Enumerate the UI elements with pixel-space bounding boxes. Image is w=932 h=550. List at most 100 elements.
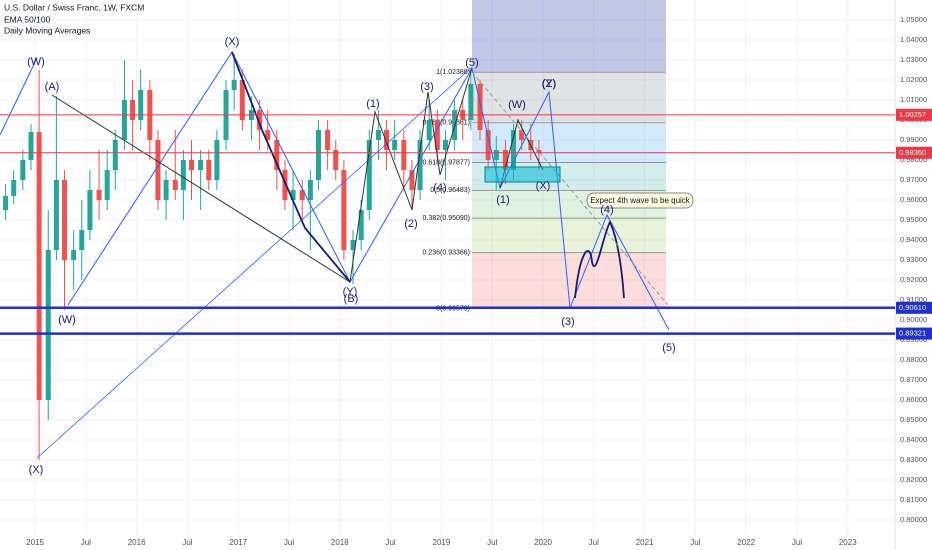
candle-body <box>198 160 204 170</box>
candle-body <box>358 210 364 240</box>
candle-body <box>401 140 407 170</box>
wave-label: (W) <box>58 314 76 326</box>
y-tick-label: 0.94000 <box>900 235 927 244</box>
y-tick-label: 0.86000 <box>900 395 927 404</box>
y-tick-label: 1.05000 <box>900 15 927 24</box>
y-tick-label: 0.90000 <box>900 315 927 324</box>
wave-label: (3) <box>561 316 574 328</box>
fib-label: 0.382(0.95090) <box>423 215 470 222</box>
candle-body <box>112 140 118 170</box>
wave-line <box>0 57 38 136</box>
wave-line <box>349 67 473 283</box>
y-tick-label: 0.85000 <box>900 415 927 424</box>
candle-body <box>214 140 220 180</box>
wave-label: (Y) <box>542 78 557 90</box>
fib-band <box>472 218 666 253</box>
wave-label: (B) <box>344 293 359 305</box>
candle-body <box>155 140 161 200</box>
y-tick-label: 0.92000 <box>900 275 927 284</box>
candle-body <box>409 170 415 190</box>
y-tick-label: 0.80000 <box>900 515 927 524</box>
candle-body <box>36 132 42 400</box>
candle-body <box>350 240 356 250</box>
indicator-label: EMA 50/100 <box>4 14 51 24</box>
projection-box <box>472 0 666 73</box>
fib-band <box>472 72 666 123</box>
x-tick-label: 2017 <box>229 538 247 547</box>
x-tick-label: Jul <box>284 538 294 547</box>
candle-body <box>536 150 542 153</box>
candle-body <box>282 170 288 200</box>
y-tick-label: 0.97000 <box>900 175 927 184</box>
candle-body <box>468 84 474 120</box>
y-tick-label: 0.98000 <box>900 155 927 164</box>
x-tick-label: Jul <box>487 538 497 547</box>
candle-body <box>121 100 127 140</box>
x-tick-label: Jul <box>792 538 802 547</box>
candle-body <box>11 180 17 196</box>
wave-label: (A) <box>45 81 60 93</box>
candle-body <box>485 130 491 160</box>
x-tick-label: Jul <box>81 538 91 547</box>
x-tick-label: 2015 <box>26 538 44 547</box>
indicator-label: Daily Moving Averages <box>4 25 90 35</box>
wave-label: (X) <box>536 180 551 192</box>
candle-body <box>384 130 390 150</box>
callout: Expect 4th wave to be quick <box>590 196 691 205</box>
wave-line <box>67 51 473 306</box>
candle-body <box>62 180 68 260</box>
fib-label: 0.786(0.99861) <box>423 120 470 127</box>
candle-body <box>130 100 136 120</box>
candle-body <box>172 180 178 190</box>
fib-retracement: 1(1.02388) 0.786(0.99861) 0.618(0.97877) 0.… <box>423 0 666 312</box>
wave-line <box>36 66 473 459</box>
x-tick-label: 2023 <box>839 538 857 547</box>
candle-body <box>274 140 280 170</box>
candle-body <box>426 120 432 140</box>
candle-body <box>366 140 372 210</box>
candle-body <box>28 132 34 160</box>
wave-label: (2) <box>404 218 417 230</box>
candle-body <box>325 130 331 150</box>
y-tick-label: 1.04000 <box>900 35 927 44</box>
candle-body <box>392 140 398 150</box>
wave-label: (X) <box>225 36 240 48</box>
chart-title: U.S. Dollar / Swiss Franc, 1W, FXCM <box>4 2 144 12</box>
candle-body <box>206 160 212 180</box>
candle-body <box>71 250 77 260</box>
candle-body <box>163 180 169 200</box>
candle-body <box>417 140 423 190</box>
wave-label: (5) <box>662 342 675 354</box>
candle-body <box>333 150 339 170</box>
x-tick-label: Jul <box>690 538 700 547</box>
price-tag <box>896 108 932 121</box>
wave-line <box>231 51 351 283</box>
candle-body <box>96 190 102 200</box>
price-tag <box>896 327 932 340</box>
wave-label: (5) <box>465 57 478 69</box>
candle-body <box>511 130 517 170</box>
candle-body <box>375 130 381 140</box>
fib-label: 0.236(0.93366) <box>423 250 470 257</box>
candle-body <box>315 130 321 180</box>
fib-label: 1(1.02388) <box>436 69 470 76</box>
price-tag <box>896 301 932 314</box>
price-tag-label: 0.89321 <box>899 329 926 338</box>
y-tick-label: 0.99000 <box>900 135 927 144</box>
wave-label: (W) <box>508 99 526 111</box>
candle-body <box>299 190 305 200</box>
y-tick-label: 0.88000 <box>900 355 927 364</box>
candle-body <box>3 196 9 210</box>
callout-box <box>586 192 694 209</box>
fib-band <box>472 122 666 163</box>
wave-label: (4) <box>600 204 613 216</box>
candle-body <box>341 170 347 250</box>
candle-body <box>45 250 51 400</box>
y-tick-label: 1.02000 <box>900 75 927 84</box>
candle-body <box>53 180 59 250</box>
trend-line <box>471 71 669 306</box>
price-tag-label: 1.00257 <box>899 110 926 119</box>
x-tick-label: 2019 <box>433 538 451 547</box>
